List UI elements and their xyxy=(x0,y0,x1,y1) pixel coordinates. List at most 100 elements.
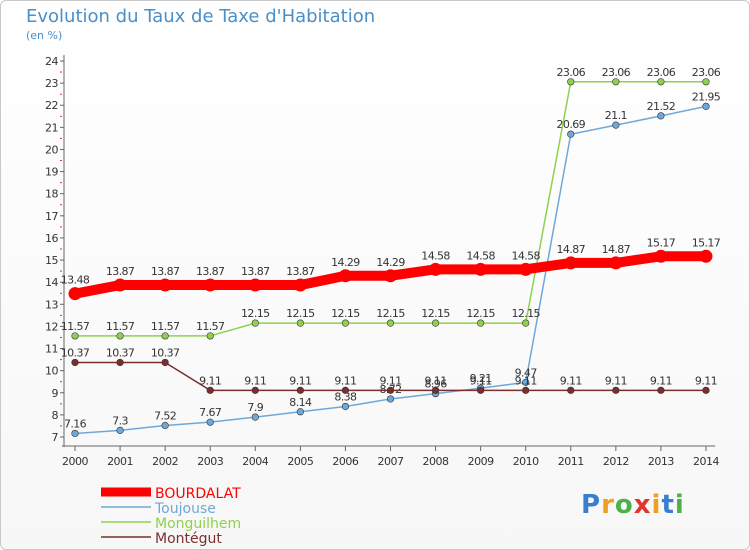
data-point-bourdalat xyxy=(699,249,713,263)
data-label-toujouse: 7.52 xyxy=(154,409,176,422)
data-point-mont-gut xyxy=(612,386,620,394)
data-label-monguilhem: 23.06 xyxy=(692,66,721,79)
data-label-monguilhem: 12.15 xyxy=(466,307,495,320)
y-tick-label: 22 xyxy=(45,99,58,112)
x-tick-label: 2008 xyxy=(423,455,449,468)
data-label-mont-gut: 9.11 xyxy=(334,374,356,387)
data-point-monguilhem xyxy=(296,319,304,327)
data-label-bourdalat: 13.48 xyxy=(61,274,90,287)
data-label-toujouse: 7.9 xyxy=(247,401,263,414)
data-label-mont-gut: 9.11 xyxy=(695,374,717,387)
logo-letter: t xyxy=(661,490,675,520)
data-point-mont-gut xyxy=(477,386,485,394)
data-label-mont-gut: 10.37 xyxy=(61,346,90,359)
data-point-monguilhem xyxy=(386,319,395,327)
data-label-monguilhem: 11.57 xyxy=(151,320,180,333)
data-point-mont-gut xyxy=(116,358,124,367)
y-tick-label: 20 xyxy=(45,143,58,156)
data-point-monguilhem xyxy=(161,332,169,340)
data-point-monguilhem xyxy=(116,332,124,340)
x-tick-label: 2010 xyxy=(513,455,539,468)
data-label-toujouse: 21.95 xyxy=(692,90,721,103)
data-label-monguilhem: 11.57 xyxy=(196,320,225,333)
data-label-mont-gut: 9.11 xyxy=(605,374,627,387)
data-label-mont-gut: 9.11 xyxy=(289,374,311,387)
y-tick-label: 10 xyxy=(45,365,58,378)
y-tick-label: 7 xyxy=(52,431,59,444)
data-point-toujouse xyxy=(116,426,124,434)
data-point-bourdalat xyxy=(429,262,443,276)
x-tick-label: 2011 xyxy=(558,455,584,468)
x-tick-label: 2007 xyxy=(377,455,403,468)
proxiti-logo: Proxiti xyxy=(581,490,685,520)
data-point-monguilhem xyxy=(702,78,710,86)
data-label-bourdalat: 14.87 xyxy=(602,243,631,256)
y-unit-label: (en %) xyxy=(26,29,63,42)
data-point-bourdalat xyxy=(474,262,488,276)
data-label-bourdalat: 13.87 xyxy=(286,265,315,278)
x-tick-label: 2013 xyxy=(648,455,674,468)
data-label-monguilhem: 11.57 xyxy=(106,320,135,333)
data-label-mont-gut: 9.11 xyxy=(244,374,266,387)
x-tick-label: 2002 xyxy=(152,455,178,468)
x-tick-label: 2003 xyxy=(197,455,223,468)
x-tick-label: 2014 xyxy=(693,455,719,468)
x-tick-label: 2001 xyxy=(107,455,133,468)
legend-label: Montégut xyxy=(155,531,222,547)
data-point-toujouse xyxy=(612,121,620,129)
y-tick-label: 11 xyxy=(45,343,58,356)
y-tick-label: 12 xyxy=(45,320,58,333)
data-label-toujouse: 9.21 xyxy=(470,372,492,385)
logo-letter: r xyxy=(601,490,615,520)
y-tick-label: 24 xyxy=(45,55,58,68)
y-tick-label: 13 xyxy=(45,298,58,311)
data-label-toujouse: 7.16 xyxy=(64,417,87,430)
legend-label: Monguilhem xyxy=(155,516,241,532)
x-tick-label: 2009 xyxy=(468,455,494,468)
data-point-bourdalat xyxy=(113,278,127,292)
data-label-toujouse: 9.47 xyxy=(515,366,538,379)
data-label-bourdalat: 14.29 xyxy=(331,256,360,269)
data-point-mont-gut xyxy=(251,386,259,394)
x-tick-label: 2004 xyxy=(242,455,268,468)
data-point-monguilhem xyxy=(612,78,620,86)
logo-letter: x xyxy=(633,490,652,520)
data-point-toujouse xyxy=(296,408,304,416)
logo-letter: i xyxy=(651,490,662,520)
data-label-monguilhem: 23.06 xyxy=(602,66,631,79)
y-tick-label: 23 xyxy=(45,77,58,90)
data-point-mont-gut xyxy=(386,386,395,394)
legend-label: Toujouse xyxy=(154,501,216,517)
data-point-monguilhem xyxy=(657,78,665,86)
data-point-monguilhem xyxy=(567,78,575,86)
data-point-toujouse xyxy=(567,130,575,138)
y-tick-label: 16 xyxy=(45,232,58,245)
data-point-bourdalat xyxy=(248,278,262,292)
logo-letter: o xyxy=(614,490,634,520)
data-label-monguilhem: 23.06 xyxy=(557,66,586,79)
data-point-monguilhem xyxy=(71,332,79,340)
data-label-mont-gut: 9.11 xyxy=(650,374,672,387)
data-label-monguilhem: 12.15 xyxy=(376,307,405,320)
data-point-toujouse xyxy=(341,402,350,411)
data-label-monguilhem: 12.15 xyxy=(331,307,360,320)
data-point-mont-gut xyxy=(161,358,169,367)
data-point-monguilhem xyxy=(341,319,350,327)
x-tick-label: 2012 xyxy=(603,455,629,468)
data-point-mont-gut xyxy=(206,386,214,394)
data-label-mont-gut: 10.37 xyxy=(151,346,180,359)
x-tick-label: 2006 xyxy=(332,455,358,468)
y-tick-label: 18 xyxy=(45,188,58,201)
data-label-mont-gut: 9.11 xyxy=(379,374,401,387)
y-tick-label: 8 xyxy=(52,409,59,422)
data-label-bourdalat: 13.87 xyxy=(241,265,270,278)
data-point-monguilhem xyxy=(251,319,259,327)
data-label-toujouse: 7.3 xyxy=(112,414,128,427)
data-point-bourdalat xyxy=(654,249,668,263)
data-point-monguilhem xyxy=(206,332,214,340)
data-point-mont-gut xyxy=(702,386,710,394)
data-label-bourdalat: 13.87 xyxy=(106,265,135,278)
data-label-mont-gut: 9.11 xyxy=(470,374,492,387)
data-point-bourdalat xyxy=(338,269,352,283)
